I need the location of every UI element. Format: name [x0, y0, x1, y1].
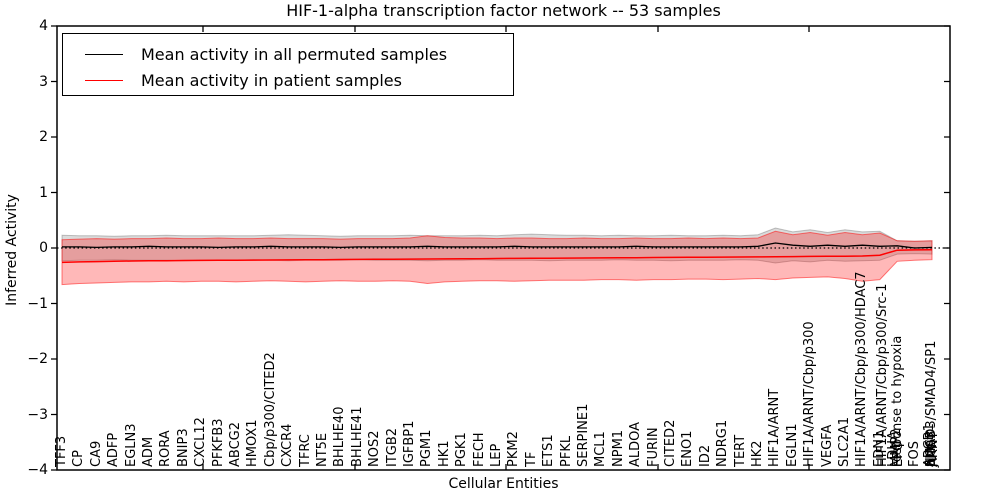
- x-axis-label: Cellular Entities: [448, 476, 559, 492]
- legend-item-permuted: Mean activity in all permuted samples: [75, 41, 501, 67]
- x-tick-label: SERPINE1: [576, 403, 591, 467]
- x-tick-label: VEGFA: [819, 424, 835, 467]
- x-tick-label: ETS1: [541, 434, 557, 467]
- legend-line-patient-icon: [85, 79, 123, 81]
- x-tick-label: CXCR4: [280, 423, 296, 467]
- x-tick-label: PFKFB3: [210, 418, 226, 467]
- x-tick-label: CA9: [88, 440, 104, 467]
- x-tick-label: ABCG2: [228, 421, 243, 467]
- y-tick-label: 0: [39, 240, 48, 256]
- x-tick-label: TFRC: [297, 434, 313, 467]
- patient-mean-line: [61, 248, 933, 264]
- x-tick-label: PKM2: [506, 431, 522, 467]
- x-tick-label: FECH: [471, 432, 487, 467]
- legend: Mean activity in all permuted samples Me…: [62, 33, 514, 96]
- tick-marks: [51, 25, 950, 471]
- chart-title: HIF-1-alpha transcription factor network…: [286, 1, 721, 20]
- legend-label-patient: Mean activity in patient samples: [141, 70, 402, 90]
- x-tick-label: EGLN3: [123, 423, 139, 467]
- x-tick-label: BNIP3: [175, 428, 191, 467]
- x-tick-label: SMAD3/SMAD4/SP1: [924, 340, 939, 467]
- x-tick-label: SLC2A1: [837, 416, 852, 467]
- x-tick-label: RORA: [158, 430, 174, 467]
- x-tick-label: CXCL12: [193, 417, 209, 467]
- x-tick-label: PGM1: [419, 429, 435, 467]
- x-tick-label: EGLN1: [784, 423, 800, 467]
- x-tick-label: ENO1: [680, 430, 696, 467]
- x-tick-label: ID2: [697, 444, 713, 467]
- legend-item-patient: Mean activity in patient samples: [75, 67, 501, 93]
- x-tick-label: PFKL: [558, 435, 574, 467]
- y-tick-label: 1: [39, 184, 48, 201]
- plot-frame: [51, 25, 951, 471]
- x-tick-label: response to hypoxia: [890, 335, 906, 467]
- x-tick-label: NOS2: [367, 430, 383, 467]
- x-tick-label: FURIN: [645, 427, 661, 467]
- x-tick-label: BHLHE40: [332, 406, 348, 467]
- x-tick-label: IGFBP1: [402, 420, 417, 467]
- y-tick-label: −4: [27, 462, 48, 478]
- x-tick-label: HK2: [750, 440, 765, 467]
- y-tick-label: −3: [27, 406, 48, 423]
- x-tick-label: TERT: [732, 434, 748, 467]
- x-tick-label: HIF1A/ARNT: [767, 388, 783, 467]
- y-tick-label: −2: [27, 351, 48, 367]
- x-tick-label: FOS: [906, 441, 922, 467]
- x-tick-label: ALDOA: [628, 421, 644, 467]
- x-tick-label: MCL1: [593, 431, 609, 467]
- lines-layer: [57, 242, 950, 264]
- x-tick-label: ITGB2: [384, 427, 400, 467]
- x-tick-label: TFF3: [54, 435, 69, 467]
- x-tick-label: NT5E: [315, 432, 330, 467]
- x-tick-label: PGK1: [454, 432, 470, 467]
- bands-layer: [61, 227, 933, 286]
- y-tick-label: 2: [39, 129, 48, 145]
- x-tick-label: HK1: [436, 440, 452, 467]
- x-tick-label: NPM1: [610, 429, 626, 467]
- legend-line-permuted-icon: [85, 53, 123, 55]
- x-tick-label: HMOX1: [245, 419, 261, 467]
- x-tick-label: ADM: [141, 436, 156, 467]
- x-tick-label: Cbp/p300/CITED2: [262, 352, 278, 467]
- x-tick-label: HIF1A/ARNT/Cbp/p300: [802, 321, 818, 467]
- x-tick-label: ADFP: [106, 432, 122, 467]
- x-tick-label: LEP: [489, 443, 504, 467]
- x-tick-label: CITED2: [663, 419, 678, 467]
- y-tick-label: −1: [27, 295, 48, 312]
- legend-label-permuted: Mean activity in all permuted samples: [141, 44, 448, 64]
- x-tick-label: HIF1A/ARNT/Cbp/p300/HDAC7: [854, 271, 870, 467]
- x-tick-label: TF: [523, 451, 539, 467]
- x-tick-label: NDRG1: [715, 419, 731, 467]
- x-tick-label: BHLHE41: [349, 406, 365, 467]
- x-tick-label: CP: [71, 450, 87, 467]
- y-tick-label: 4: [39, 18, 48, 34]
- y-tick-label: 3: [39, 73, 48, 90]
- permuted-mean-line: [62, 242, 933, 249]
